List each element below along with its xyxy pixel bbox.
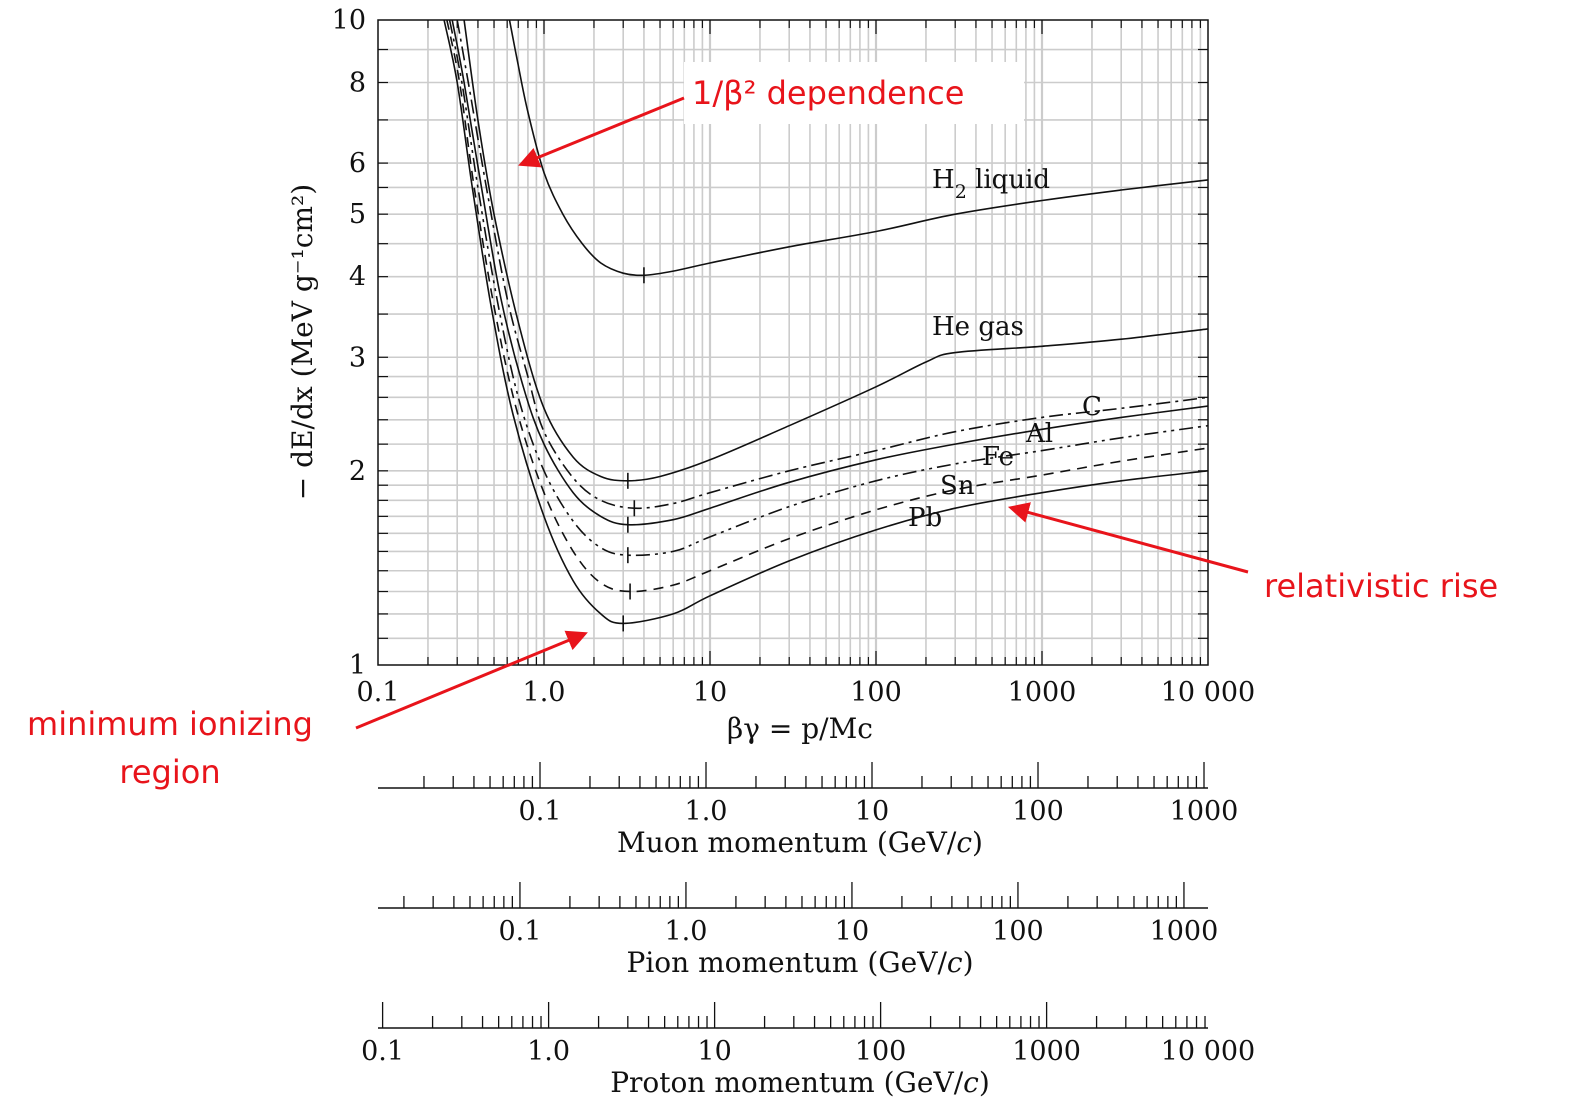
y-tick-label: 8 — [349, 68, 366, 99]
annotation-minimum-ionizing: minimum ionizing — [27, 705, 313, 743]
x-tick-label: 1.0 — [523, 677, 566, 708]
annotation-minimum-arrow — [355, 630, 588, 730]
x-axis-title-text: βγ = p/Mc — [727, 712, 873, 745]
momentum-tick-label: 10 — [697, 1036, 731, 1067]
series-label-pb: Pb — [908, 503, 942, 533]
momentum-tick-label: 1000 — [1150, 916, 1219, 947]
annotation-relativistic-arrow — [1007, 502, 1249, 574]
y-tick-label: 6 — [349, 148, 366, 179]
momentum-axes: 0.1 1.0 10 100 1000 Muon momentum (GeV/c) 0.1 1… — [361, 762, 1255, 1099]
momentum-tick-label: 10 000 — [1161, 1036, 1255, 1067]
series-label-fe: Fe — [982, 442, 1014, 472]
y-tick-label: 2 — [349, 456, 366, 487]
curves — [443, 20, 1208, 632]
momentum-tick-label: 1.0 — [527, 1036, 570, 1067]
grid — [378, 20, 1208, 665]
x-tick-label: 10 — [693, 677, 727, 708]
annotation-beta-arrow — [518, 96, 685, 168]
series-label-al: Al — [1025, 419, 1053, 449]
y-tick-label: 3 — [349, 342, 366, 373]
series-line-c — [456, 20, 1208, 510]
momentum-axis-0: 0.1 1.0 10 100 1000 Muon momentum (GeV/c) — [378, 762, 1238, 859]
y-axis-title-text: − dE/dx (MeV g⁻¹cm²) — [286, 184, 319, 500]
momentum-axis-title: Muon momentum (GeV/c) — [617, 826, 983, 859]
momentum-tick-label: 100 — [855, 1036, 907, 1067]
plot-frame — [377, 19, 1209, 666]
series-line-sn — [446, 20, 1208, 593]
momentum-axis-title-main: Proton momentum (GeV/ — [610, 1066, 964, 1099]
momentum-axis-2: 0.1 1.0 10 100 1000 10 000 Proton momentum (Ge… — [361, 1002, 1255, 1099]
momentum-tick-label: 0.1 — [361, 1036, 404, 1067]
momentum-axis-title-end: ) — [979, 1066, 990, 1099]
x-tick-label: 10 000 — [1161, 677, 1255, 708]
y-tick-label: 10 — [332, 5, 366, 36]
momentum-tick-label: 100 — [1012, 796, 1064, 827]
y-tick-label: 1 — [349, 650, 366, 681]
series-line-h2-liquid — [508, 20, 1208, 277]
annotation-minimum-ionizing-region: region — [119, 753, 220, 791]
axis-ticks — [378, 20, 1208, 665]
momentum-tick-label: 1.0 — [664, 916, 707, 947]
x-axis-title: βγ = p/Mc — [727, 712, 873, 745]
tick-labels: 0.1 1.0 10 100 1000 10 000 1 2 3 4 5 6 8 10 — [332, 5, 1256, 708]
plot-border — [377, 19, 1209, 666]
momentum-tick-label: 0.1 — [498, 916, 541, 947]
y-tick-label: 4 — [349, 262, 366, 293]
annotation-beta-box — [684, 62, 1024, 124]
momentum-axis-title-main: Pion momentum (GeV/ — [626, 946, 947, 979]
momentum-axis-title-end: ) — [972, 826, 983, 859]
annotation-beta-dependence: 1/β² dependence — [692, 74, 964, 112]
series-line-he-gas — [463, 20, 1208, 482]
x-tick-label: 0.1 — [357, 677, 400, 708]
momentum-axis-1: 0.1 1.0 10 100 1000 Pion momentum (GeV/c) — [378, 882, 1218, 979]
annotation-relativistic-rise: relativistic rise — [1264, 567, 1498, 605]
series-label-sn: Sn — [940, 471, 975, 501]
momentum-axis-title-italic: c — [956, 826, 972, 859]
momentum-tick-label: 1000 — [1012, 1036, 1081, 1067]
momentum-tick-label: 10 — [835, 916, 869, 947]
momentum-tick-label: 1.0 — [685, 796, 728, 827]
momentum-axis-title-italic: c — [963, 1066, 979, 1099]
momentum-axis-title-italic: c — [947, 946, 963, 979]
y-axis-title: − dE/dx (MeV g⁻¹cm²) — [286, 184, 319, 500]
x-tick-label: 100 — [850, 677, 902, 708]
series-label-he: He gas — [932, 312, 1024, 342]
x-tick-label: 1000 — [1008, 677, 1077, 708]
series-label-c: C — [1082, 392, 1102, 422]
momentum-axis-title: Proton momentum (GeV/c) — [610, 1066, 990, 1099]
y-tick-label: 5 — [349, 199, 366, 230]
series-label-h2: H2 liquid — [932, 165, 1050, 203]
momentum-axis-title: Pion momentum (GeV/c) — [626, 946, 973, 979]
momentum-axis-title-end: ) — [963, 946, 974, 979]
momentum-tick-label: 1000 — [1170, 796, 1239, 827]
momentum-tick-label: 100 — [992, 916, 1044, 947]
momentum-tick-label: 10 — [855, 796, 889, 827]
momentum-axis-title-main: Muon momentum (GeV/ — [617, 826, 957, 859]
momentum-tick-label: 0.1 — [519, 796, 562, 827]
